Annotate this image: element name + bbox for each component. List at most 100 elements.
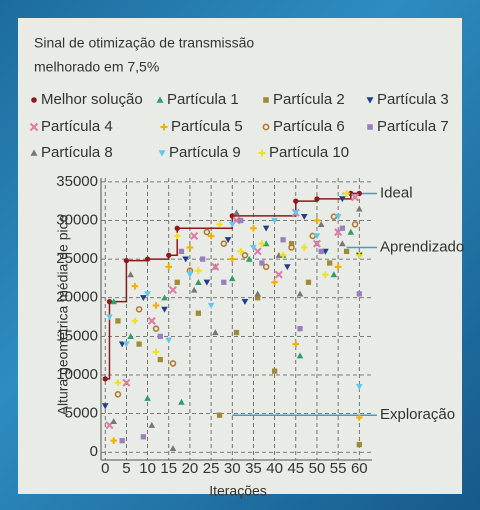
point xyxy=(343,190,350,197)
point xyxy=(140,434,146,440)
legend-label: Partícula 4 xyxy=(41,118,113,135)
point xyxy=(119,438,125,444)
y-tick-label: 10000 xyxy=(56,366,98,383)
point xyxy=(300,244,308,251)
point xyxy=(131,317,139,325)
legend-label: Partícula 1 xyxy=(167,91,239,108)
point xyxy=(101,403,109,410)
point xyxy=(254,290,261,297)
x-axis-label: Iterações xyxy=(209,483,267,499)
point xyxy=(195,279,202,285)
point xyxy=(216,412,223,418)
point xyxy=(228,275,236,282)
point xyxy=(262,240,270,247)
point xyxy=(178,248,185,255)
point xyxy=(275,251,283,258)
legend-label: Partícula 5 xyxy=(171,118,243,135)
point xyxy=(233,329,240,336)
point xyxy=(174,225,180,231)
x-tick-label: 45 xyxy=(287,460,304,477)
point xyxy=(190,286,198,293)
point xyxy=(327,260,333,266)
point xyxy=(228,255,236,263)
point xyxy=(166,252,172,258)
point xyxy=(161,306,168,313)
legend-label: Partícula 2 xyxy=(273,91,345,108)
point xyxy=(148,421,156,428)
point xyxy=(312,239,321,248)
point xyxy=(207,302,215,309)
point xyxy=(203,279,211,286)
point xyxy=(174,279,180,285)
point xyxy=(182,256,189,263)
y-tick-label: 5000 xyxy=(65,405,98,422)
point xyxy=(347,228,355,235)
point xyxy=(305,279,312,285)
point xyxy=(131,282,139,290)
point xyxy=(228,221,236,228)
point xyxy=(288,244,295,251)
point xyxy=(186,244,194,251)
point xyxy=(351,221,359,228)
point xyxy=(271,279,278,286)
annotation: Ideal xyxy=(380,184,413,201)
annotation: Exploração xyxy=(380,406,455,423)
point xyxy=(136,341,142,347)
point xyxy=(221,279,227,285)
point xyxy=(330,271,338,278)
point xyxy=(195,310,202,316)
point xyxy=(106,314,113,321)
point xyxy=(262,263,270,271)
point xyxy=(356,441,362,448)
point xyxy=(114,391,122,398)
legend-marker xyxy=(258,149,266,157)
point xyxy=(212,329,219,336)
point xyxy=(279,251,287,259)
point xyxy=(118,341,126,348)
point xyxy=(245,255,253,262)
point xyxy=(169,445,177,452)
point xyxy=(115,318,121,324)
legend-marker xyxy=(366,97,374,104)
y-tick-label: 25000 xyxy=(56,250,98,267)
point xyxy=(178,398,185,405)
legend-label: Partícula 9 xyxy=(169,144,241,161)
point xyxy=(238,217,244,224)
x-tick-label: 0 xyxy=(101,460,109,477)
y-tick-label: 35000 xyxy=(56,173,98,190)
point xyxy=(339,225,345,231)
point xyxy=(284,264,291,271)
point xyxy=(173,232,181,240)
point xyxy=(114,379,122,387)
point xyxy=(255,295,261,301)
x-tick-label: 40 xyxy=(266,460,283,477)
legend-marker xyxy=(367,124,373,130)
x-tick-label: 60 xyxy=(351,460,368,477)
point xyxy=(161,294,168,301)
point xyxy=(343,248,350,255)
legend-marker xyxy=(262,123,270,131)
point xyxy=(123,341,130,348)
legend-marker xyxy=(158,150,166,157)
point xyxy=(220,240,228,247)
y-axis-label: Altura geométrica média de pico xyxy=(55,214,71,415)
point xyxy=(127,271,134,278)
point xyxy=(258,240,266,247)
x-tick-label: 30 xyxy=(224,460,241,477)
point xyxy=(296,352,304,359)
legend-label: Partícula 7 xyxy=(377,118,449,135)
x-tick-label: 25 xyxy=(203,460,220,477)
point xyxy=(203,228,211,236)
point xyxy=(334,213,342,220)
point xyxy=(110,437,118,444)
point xyxy=(339,240,346,247)
annotation: Aprendizado xyxy=(380,239,464,256)
point xyxy=(144,256,151,262)
point xyxy=(165,263,173,271)
point xyxy=(253,247,262,256)
x-tick-label: 35 xyxy=(245,460,262,477)
point xyxy=(152,302,160,309)
point xyxy=(144,394,151,401)
title-line: Sinal de otimização de transmissão xyxy=(34,35,254,51)
